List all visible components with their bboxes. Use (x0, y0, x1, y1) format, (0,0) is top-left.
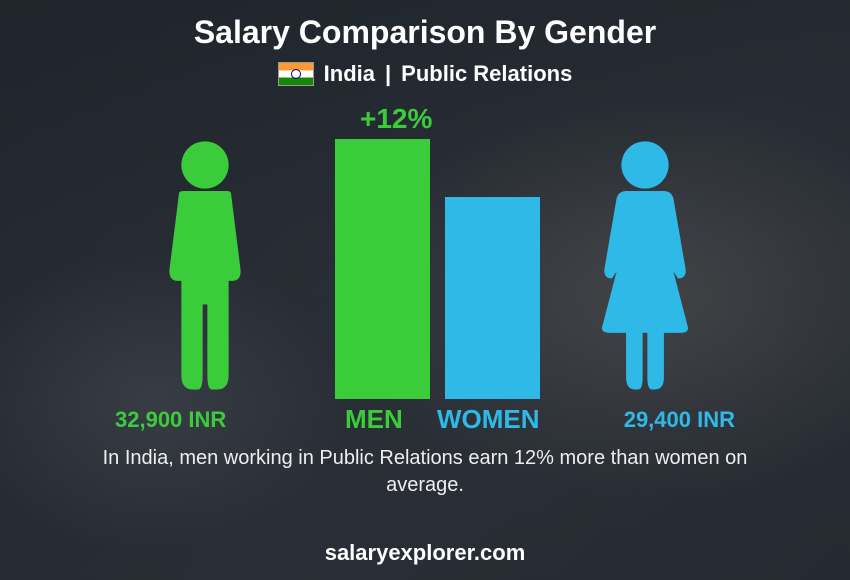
women-bar-label: WOMEN (437, 404, 540, 435)
chart-area: +12% 32,900 INR MEN WOMEN 29,400 INR Ave… (75, 107, 775, 437)
sector-label: Public Relations (401, 61, 572, 87)
caption-text: In India, men working in Public Relation… (65, 445, 785, 499)
page-title: Salary Comparison By Gender (194, 14, 656, 51)
infographic-content: Salary Comparison By Gender India | Publ… (0, 0, 850, 580)
man-icon (145, 139, 265, 399)
subtitle-row: India | Public Relations (278, 61, 573, 87)
bar-men (335, 139, 430, 399)
men-bar-label: MEN (345, 404, 403, 435)
men-salary-value: 32,900 INR (115, 407, 226, 433)
labels-row: 32,900 INR MEN WOMEN 29,400 INR (75, 403, 775, 437)
india-flag-icon (278, 62, 314, 86)
bar-women (445, 197, 540, 399)
woman-icon (585, 139, 705, 399)
difference-badge: +12% (360, 103, 432, 135)
separator: | (385, 61, 391, 87)
country-label: India (324, 61, 375, 87)
women-salary-value: 29,400 INR (624, 407, 735, 433)
